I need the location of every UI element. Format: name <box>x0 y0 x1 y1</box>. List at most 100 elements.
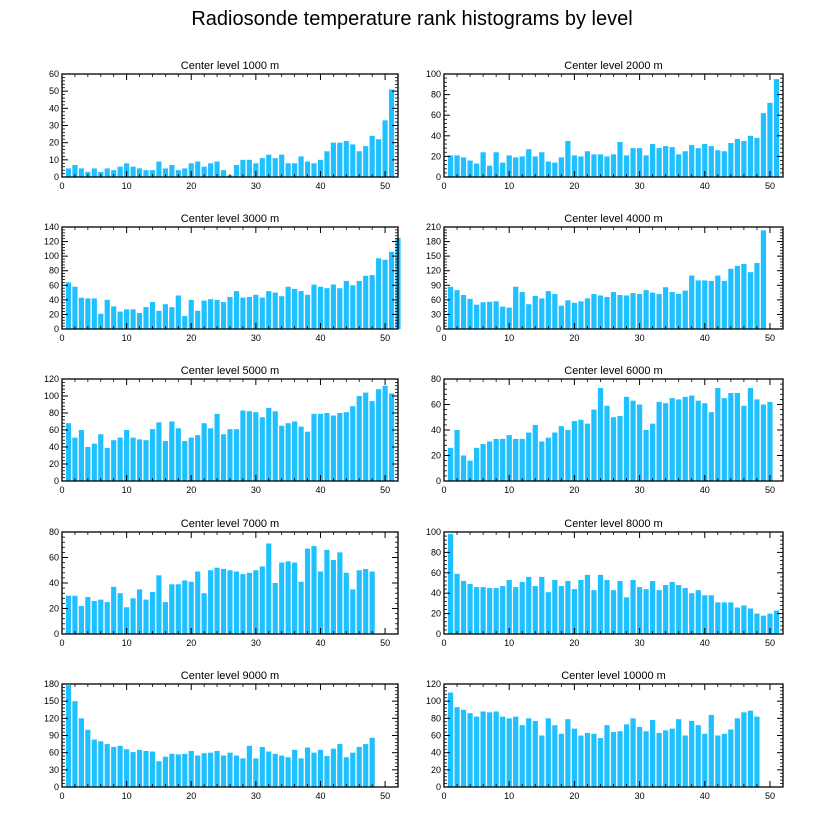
bar <box>169 164 175 177</box>
bar <box>715 387 721 481</box>
x-tick-label: 30 <box>635 333 645 343</box>
bar <box>597 574 604 634</box>
bar <box>253 294 259 329</box>
bar <box>689 145 695 177</box>
bar <box>630 400 636 481</box>
bar <box>636 404 643 481</box>
bar <box>571 421 577 481</box>
bar <box>454 155 460 177</box>
bar <box>259 297 265 329</box>
bar <box>617 141 623 177</box>
bar <box>98 434 104 481</box>
bar <box>130 166 136 177</box>
y-tick-label: 0 <box>436 324 441 334</box>
bar <box>201 593 207 634</box>
bar <box>630 718 636 787</box>
bar <box>124 430 130 481</box>
bar <box>292 562 298 634</box>
bar <box>539 152 545 177</box>
bar <box>447 692 454 787</box>
x-tick-label: 20 <box>569 485 579 495</box>
bar <box>741 140 747 177</box>
bar <box>149 429 156 481</box>
bar <box>708 412 714 481</box>
bar <box>454 573 460 634</box>
bar <box>343 757 349 787</box>
bar <box>111 170 117 177</box>
x-tick-label: 10 <box>122 638 132 648</box>
bar <box>311 284 317 329</box>
bar <box>487 165 493 177</box>
bar <box>467 460 473 481</box>
y-tick-label: 20 <box>431 765 441 775</box>
bar <box>493 152 499 177</box>
bar <box>175 170 181 177</box>
bar <box>493 588 499 634</box>
bar <box>467 160 473 177</box>
bar <box>149 170 156 177</box>
bar <box>473 447 480 481</box>
bar <box>558 305 564 329</box>
bar <box>65 685 72 787</box>
bar <box>480 444 486 481</box>
bar <box>311 752 317 787</box>
bar <box>532 295 538 329</box>
panel-6: Center level 6000 m 0 10 20 30 40 50 0 20 40 60 80 <box>431 365 784 495</box>
bar <box>317 286 324 329</box>
bar <box>610 154 617 177</box>
bar <box>610 292 617 329</box>
bar <box>708 280 714 329</box>
bar <box>350 144 356 177</box>
y-tick-label: 80 <box>431 374 441 384</box>
x-tick-label: 10 <box>122 791 132 801</box>
bar <box>208 752 214 787</box>
bar <box>447 447 454 481</box>
bar <box>689 395 695 481</box>
bar <box>721 280 727 329</box>
bar <box>162 304 168 329</box>
bar <box>369 571 375 634</box>
bar <box>493 301 499 329</box>
bar <box>233 571 240 634</box>
bar <box>363 744 369 787</box>
y-tick-label: 150 <box>44 696 59 706</box>
y-tick-label: 120 <box>426 679 441 689</box>
y-tick-label: 0 <box>436 782 441 792</box>
bar <box>539 298 545 329</box>
bar <box>111 586 117 634</box>
y-tick-label: 90 <box>431 280 441 290</box>
bar <box>597 295 604 329</box>
bar <box>552 432 558 481</box>
bar <box>708 595 714 634</box>
bar <box>663 146 669 177</box>
x-tick-label: 20 <box>186 791 196 801</box>
bar <box>356 280 362 329</box>
panel-2: Center level 2000 m 0 10 20 30 40 50 0 20 40 60 80 1… <box>426 60 784 191</box>
bar <box>636 726 643 787</box>
panel-1: Center level 1000 m 0 10 20 30 40 50 0 10 20 30 40 5… <box>49 60 399 191</box>
bar <box>266 543 272 634</box>
bar <box>356 151 362 177</box>
bar <box>539 441 545 481</box>
bar <box>702 733 708 787</box>
y-tick-label: 40 <box>431 425 441 435</box>
bar <box>591 294 597 329</box>
bar <box>104 168 110 177</box>
bar <box>350 752 356 787</box>
bar <box>552 294 558 329</box>
x-tick-label: 30 <box>635 791 645 801</box>
x-tick-label: 30 <box>635 181 645 191</box>
bar <box>72 286 78 329</box>
bar <box>182 753 188 787</box>
bar <box>227 570 233 634</box>
bar <box>253 758 259 787</box>
bar <box>272 158 278 177</box>
bar <box>728 143 734 177</box>
bar <box>124 607 130 634</box>
bar <box>356 746 362 787</box>
bar <box>630 293 636 329</box>
bar <box>233 755 240 787</box>
x-tick-label: 0 <box>59 791 64 801</box>
bar <box>136 312 143 329</box>
y-tick-label: 40 <box>49 578 59 588</box>
